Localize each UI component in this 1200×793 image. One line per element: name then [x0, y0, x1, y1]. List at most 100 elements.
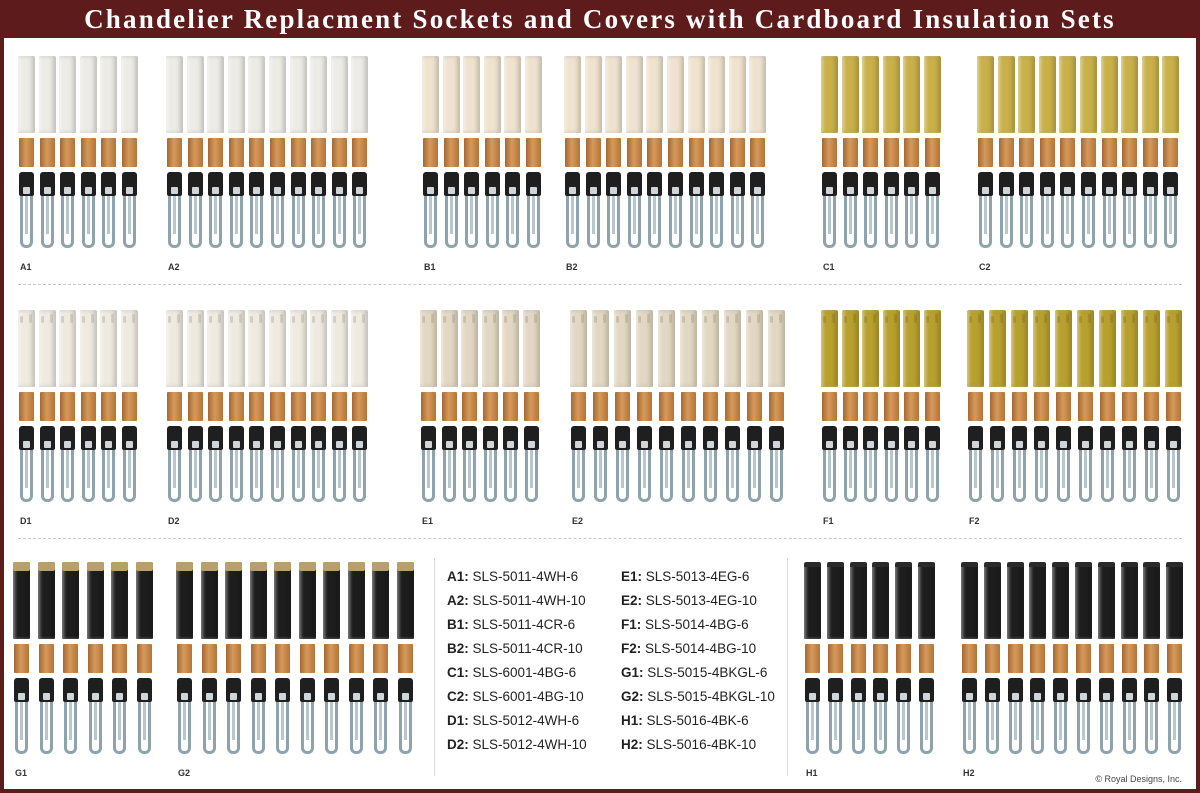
socket-unit	[977, 56, 994, 256]
candle-cover	[883, 56, 900, 133]
code-key: D1:	[447, 713, 469, 728]
socket-head	[270, 426, 285, 450]
code-key: H1:	[621, 713, 643, 728]
socket-bracket	[463, 450, 476, 502]
cardboard-insulation	[1040, 138, 1055, 167]
socket-head	[668, 172, 683, 196]
code-row: A2: SLS-5011-4WH-10	[447, 593, 586, 608]
cardboard-insulation	[19, 392, 34, 421]
code-value: SLS-5011-4WH-6	[472, 569, 579, 584]
socket-head	[229, 426, 244, 450]
cardboard-insulation	[730, 138, 745, 167]
cardboard-insulation	[1053, 644, 1068, 673]
socket-bracket	[572, 450, 585, 502]
socket-bracket	[40, 702, 53, 754]
socket-bracket	[748, 450, 761, 502]
cardboard-insulation	[352, 392, 367, 421]
cardboard-insulation	[300, 644, 315, 673]
socket-bracket	[1167, 450, 1180, 502]
cardboard-insulation	[1144, 644, 1159, 673]
socket-bracket	[864, 450, 877, 502]
candle-cover	[768, 310, 785, 387]
cardboard-insulation	[615, 392, 630, 421]
socket-unit	[207, 310, 224, 510]
socket-unit	[525, 56, 542, 256]
socket-bracket	[465, 196, 478, 248]
socket-head	[1122, 426, 1137, 450]
socket-head	[1144, 678, 1159, 702]
candle-cover	[176, 562, 193, 639]
socket-bracket	[1103, 196, 1116, 248]
socket-unit	[351, 310, 368, 510]
socket-head	[324, 678, 339, 702]
socket-unit	[59, 56, 76, 256]
cardboard-insulation	[919, 644, 934, 673]
socket-unit	[59, 310, 76, 510]
cardboard-insulation	[251, 644, 266, 673]
socket-bracket	[325, 702, 338, 754]
candle-cover	[59, 310, 76, 387]
candle-cover	[903, 310, 920, 387]
socket-unit	[1029, 562, 1046, 762]
socket-unit	[1143, 310, 1160, 510]
code-key: H2:	[621, 737, 643, 752]
candle-cover	[646, 56, 663, 133]
socket-unit	[228, 56, 245, 256]
socket-unit	[924, 310, 941, 510]
cardboard-insulation	[311, 392, 326, 421]
candle-cover	[1121, 562, 1138, 639]
candle-cover	[626, 56, 643, 133]
socket-head	[1060, 172, 1075, 196]
candle-cover	[228, 310, 245, 387]
candle-cover	[201, 562, 218, 639]
candle-cover	[80, 310, 97, 387]
socket-bracket	[1054, 702, 1067, 754]
socket-bracket	[506, 196, 519, 248]
socket-head	[81, 426, 96, 450]
socket-unit	[290, 56, 307, 256]
cardboard-insulation	[703, 392, 718, 421]
socket-head	[226, 678, 241, 702]
socket-unit	[62, 562, 79, 762]
candle-cover	[136, 562, 153, 639]
cardboard-insulation	[659, 392, 674, 421]
candle-cover	[895, 562, 912, 639]
cardboard-insulation	[137, 644, 152, 673]
socket-head	[863, 172, 878, 196]
code-key: B2:	[447, 641, 469, 656]
socket-bracket	[301, 702, 314, 754]
socket-bracket	[168, 196, 181, 248]
socket-unit	[989, 310, 1006, 510]
candle-cover	[1166, 562, 1183, 639]
socket-bracket	[178, 702, 191, 754]
candle-cover	[228, 56, 245, 133]
cardboard-insulation	[606, 138, 621, 167]
socket-head	[725, 426, 740, 450]
set-label: F2	[969, 516, 980, 526]
candle-cover	[269, 310, 286, 387]
socket-head	[990, 426, 1005, 450]
socket-bracket	[864, 196, 877, 248]
cardboard-insulation	[249, 138, 264, 167]
cardboard-insulation	[60, 392, 75, 421]
candle-cover	[18, 56, 35, 133]
socket-bracket	[189, 450, 202, 502]
socket-bracket	[1164, 196, 1177, 248]
socket-unit	[331, 56, 348, 256]
socket-unit	[585, 56, 602, 256]
code-row: H1: SLS-5016-4BK-6	[621, 713, 749, 728]
candle-cover	[18, 310, 35, 387]
socket-unit	[38, 562, 55, 762]
socket-bracket	[710, 196, 723, 248]
socket-bracket	[751, 196, 764, 248]
socket-bracket	[1061, 196, 1074, 248]
code-value: SLS-6001-4BG-10	[472, 689, 584, 704]
socket-bracket	[312, 450, 325, 502]
socket-unit	[636, 310, 653, 510]
socket-head	[925, 172, 940, 196]
socket-head	[1167, 678, 1182, 702]
socket-unit	[592, 310, 609, 510]
cardboard-insulation	[1076, 644, 1091, 673]
cardboard-insulation	[884, 138, 899, 167]
cardboard-insulation	[1166, 392, 1181, 421]
